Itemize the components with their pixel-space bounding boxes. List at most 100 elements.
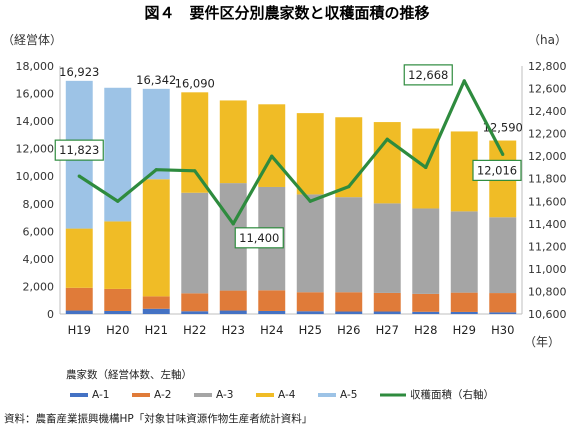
bar-a-3 [373, 203, 401, 293]
line-value-label: 12,668 [408, 68, 448, 82]
y-right-tick-label: 12,000 [528, 150, 567, 163]
legend-label: A-1 [92, 389, 109, 401]
bar-a-3 [335, 197, 363, 293]
right-axis-unit: （ha） [528, 33, 567, 47]
bar-a-2 [258, 290, 286, 311]
y-right-tick-label: 11,400 [528, 218, 567, 231]
line-point [231, 222, 235, 226]
x-tick-label: H28 [414, 323, 437, 337]
x-tick-label: H19 [68, 323, 91, 337]
x-axis-unit: （年） [524, 335, 560, 349]
line-point [154, 168, 158, 172]
legend-label: A-5 [340, 389, 357, 401]
bar-a-2 [450, 292, 478, 312]
x-tick-label: H20 [106, 323, 129, 337]
bar-a-3 [181, 192, 209, 294]
bar-a-4 [181, 92, 209, 193]
bar-a-3 [450, 211, 478, 293]
legend-label: A-2 [154, 389, 171, 401]
bar-a-1 [258, 310, 286, 314]
bar-a-1 [65, 310, 93, 314]
line-point [347, 185, 351, 189]
legend-swatch-a-4 [256, 393, 274, 397]
line-label-box [403, 64, 453, 86]
y-left-tick-label: 18,000 [16, 60, 55, 73]
line-value-label: 11,400 [239, 231, 279, 245]
bar-total-label: 12,590 [483, 121, 523, 135]
line-point [308, 199, 312, 203]
bar-a-3 [412, 208, 440, 294]
bar-total-label: 16,090 [175, 76, 215, 90]
plot-area: 0 2,000 4,000 6,000 8,000 10,000 12,000 14,000 1… [16, 60, 567, 401]
line-point [77, 174, 81, 178]
x-tick-label: H25 [299, 323, 322, 337]
legend-swatch-a-2 [132, 393, 150, 397]
bar-a-2 [181, 293, 209, 312]
x-tick-label: H23 [222, 323, 245, 337]
left-axis-unit: （経営体） [2, 33, 62, 47]
x-tick-label: H27 [376, 323, 399, 337]
x-tick-label: H29 [453, 323, 476, 337]
y-right-tick-label: 11,800 [528, 173, 567, 186]
y-right-tick-label: 11,600 [528, 195, 567, 208]
legend-label: A-3 [216, 389, 233, 401]
bar-a-1 [142, 308, 170, 314]
y-right-tick-label: 12,600 [528, 83, 567, 96]
y-left-tick-label: 8,000 [23, 198, 55, 211]
x-tick-label: H22 [183, 323, 206, 337]
bar-a-4 [104, 221, 132, 289]
line-point [462, 79, 466, 83]
line-point [116, 199, 120, 203]
bar-a-1 [181, 311, 209, 314]
bar-a-4 [65, 228, 93, 288]
bar-a-3 [296, 194, 324, 293]
line-point [424, 165, 428, 170]
bar-a-1 [335, 311, 363, 314]
y-left-tick-label: 6,000 [23, 225, 55, 238]
bar-a-1 [296, 311, 324, 314]
bar-a-5 [142, 88, 170, 180]
bar-a-4 [296, 113, 324, 195]
legend-label: 収穫面積（右軸） [410, 388, 494, 401]
x-tick-label: H30 [491, 323, 514, 337]
x-tick-label: H26 [337, 323, 360, 337]
y-right-tick-label: 10,800 [528, 285, 567, 298]
line-value-label: 11,823 [59, 143, 99, 157]
y-right-tick-label: 11,000 [528, 263, 567, 276]
y-right-tick-label: 12,200 [528, 128, 567, 141]
y-left-tick-label: 0 [47, 308, 54, 321]
y-left-tick-label: 10,000 [16, 170, 55, 183]
legend-swatch-a-3 [194, 393, 212, 397]
x-tick-label: H21 [145, 323, 168, 337]
line-point [193, 169, 197, 173]
line-label-box [54, 139, 104, 161]
y-left-tick-label: 12,000 [16, 143, 55, 156]
bar-a-2 [373, 292, 401, 312]
bar-a-2 [219, 290, 247, 311]
x-tick-label: H24 [260, 323, 283, 337]
bar-a-2 [489, 293, 517, 313]
line-label-box [234, 227, 284, 249]
bar-a-5 [104, 87, 132, 222]
bar-a-1 [450, 311, 478, 314]
legend-title: 農家数（経営体数、左軸） [66, 368, 192, 381]
bar-a-2 [412, 293, 440, 312]
y-left-tick-label: 4,000 [23, 253, 55, 266]
legend-swatch-a-1 [70, 393, 88, 397]
line-harvest-area [78, 79, 505, 226]
bar-a-1 [104, 310, 132, 314]
bar-total-label: 16,342 [136, 73, 176, 87]
line-point [501, 152, 505, 156]
y-left-tick-label: 14,000 [16, 115, 55, 128]
source-note: 資料：農畜産業振興機構HP「対象甘味資源作物生産者統計資料」 [4, 412, 312, 425]
y-right-tick-label: 12,400 [528, 105, 567, 118]
y-right-tick-label: 11,200 [528, 240, 567, 253]
bar-a-2 [104, 288, 132, 311]
line-point [385, 137, 389, 141]
line-label-box [472, 159, 522, 181]
bar-a-2 [65, 287, 93, 311]
bar-a-4 [373, 122, 401, 204]
bar-a-2 [296, 292, 324, 312]
bar-a-4 [142, 179, 170, 297]
bar-a-4 [335, 117, 363, 198]
